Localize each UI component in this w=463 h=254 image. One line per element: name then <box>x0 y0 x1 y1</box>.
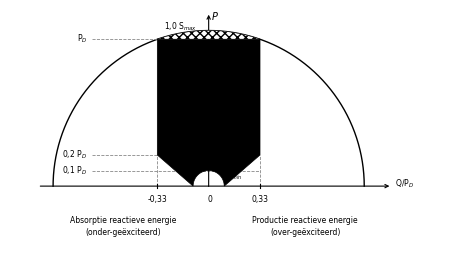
Text: Absorptie reactieve energie: Absorptie reactieve energie <box>70 216 176 225</box>
Text: 0: 0 <box>207 195 212 204</box>
Text: Productie reactieve energie: Productie reactieve energie <box>252 216 357 225</box>
Text: (onder-geëxciteerd): (onder-geëxciteerd) <box>85 228 161 237</box>
Text: 0,2 P$_D$: 0,2 P$_D$ <box>62 149 87 161</box>
Text: (over-geëxciteerd): (over-geëxciteerd) <box>269 228 339 237</box>
Polygon shape <box>157 30 259 39</box>
Text: -0,33: -0,33 <box>147 195 167 204</box>
Text: Q/P$_D$: Q/P$_D$ <box>394 178 413 190</box>
Text: 0,33: 0,33 <box>251 195 268 204</box>
Text: S$_{min}$: S$_{min}$ <box>227 172 242 182</box>
Polygon shape <box>157 39 259 186</box>
Text: 0,1 P$_D$: 0,1 P$_D$ <box>62 164 87 177</box>
Text: P: P <box>211 12 217 22</box>
Text: 1,0 S$_{max}$: 1,0 S$_{max}$ <box>164 20 197 33</box>
Text: P$_D$: P$_D$ <box>76 33 87 45</box>
